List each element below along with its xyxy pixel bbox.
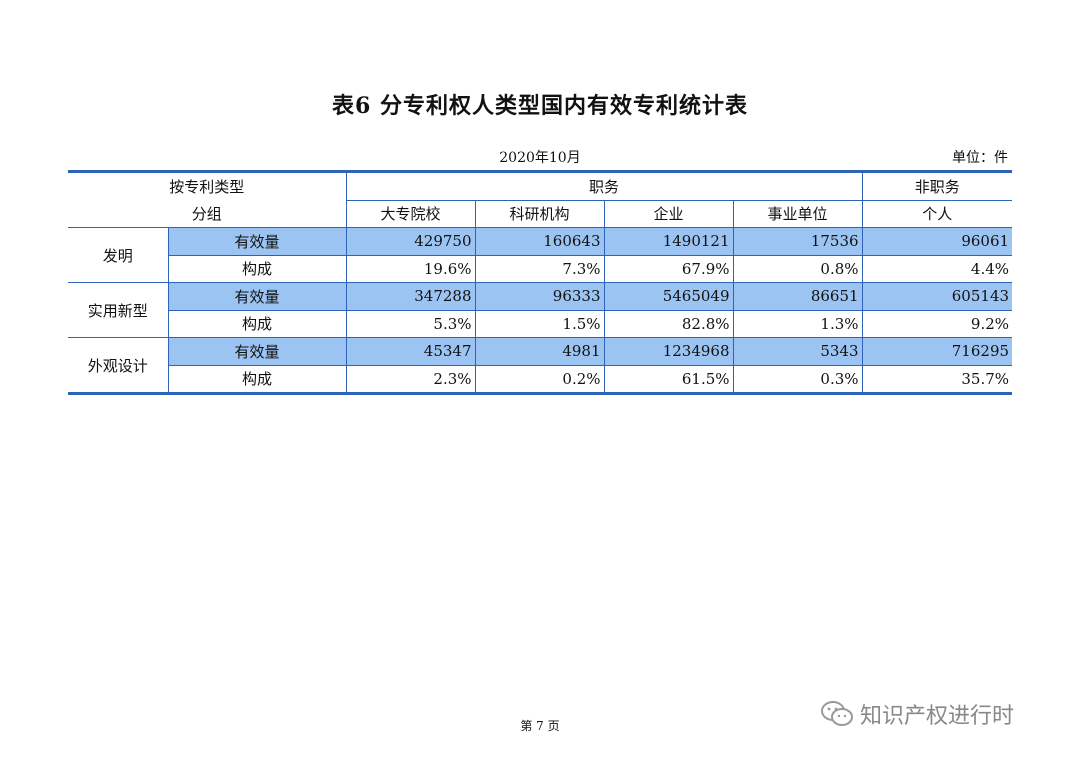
header-row-2: 分组 大专院校 科研机构 企业 事业单位 个人 <box>68 200 1013 228</box>
table-row: 外观设计 有效量 45347 4981 1234968 5343 716295 <box>68 337 1013 394</box>
patent-type-cell: 发明 <box>68 227 169 283</box>
col-header-university: 大专院校 <box>346 200 476 228</box>
count-cell: 86651 <box>733 282 863 311</box>
page-number: 第 7 页 <box>520 719 560 733</box>
count-cell: 605143 <box>862 282 1013 311</box>
count-label: 有效量 <box>168 282 347 311</box>
report-date: 2020年10月 <box>499 150 581 166</box>
header-group-label: 按专利类型 <box>68 171 347 200</box>
count-cell: 1234968 <box>604 337 734 366</box>
share-label: 构成 <box>168 310 347 338</box>
count-cell: 45347 <box>346 337 476 366</box>
patent-stats-table: 按专利类型 职务 非职务 分组 大专院校 科研机构 企业 事业单位 个人 发明有… <box>68 170 1013 395</box>
count-cell: 5465049 <box>604 282 734 311</box>
share-cell: 1.3% <box>733 310 863 338</box>
count-cell: 17536 <box>733 227 863 256</box>
share-cell: 1.5% <box>475 310 605 338</box>
patent-type-cell: 外观设计 <box>68 337 169 394</box>
header-service: 职务 <box>346 171 863 201</box>
table-row: 构成 19.6% 7.3% 67.9% 0.8% 4.4% <box>68 255 1013 283</box>
count-cell: 96333 <box>475 282 605 311</box>
share-cell: 5.3% <box>346 310 476 338</box>
count-cell: 4981 <box>475 337 605 366</box>
header-group-sub: 分组 <box>68 200 347 228</box>
table-row: 构成 2.3% 0.2% 61.5% 0.3% 35.7% <box>68 365 1013 394</box>
count-cell: 160643 <box>475 227 605 256</box>
header-non-service: 非职务 <box>862 171 1013 201</box>
table-title: 表6 分专利权人类型国内有效专利统计表 <box>332 93 748 119</box>
share-cell: 35.7% <box>862 365 1013 394</box>
share-cell: 82.8% <box>604 310 734 338</box>
col-header-research-institute: 科研机构 <box>475 200 605 228</box>
col-header-individual: 个人 <box>862 200 1013 228</box>
count-cell: 96061 <box>862 227 1013 256</box>
share-label: 构成 <box>168 365 347 394</box>
watermark: 知识产权进行时 <box>820 698 1014 730</box>
table-row: 实用新型 有效量 347288 96333 5465049 86651 605143 <box>68 282 1013 338</box>
patent-type-cell: 实用新型 <box>68 282 169 338</box>
col-header-public-institution: 事业单位 <box>733 200 863 228</box>
share-cell: 67.9% <box>604 255 734 283</box>
col-header-enterprise: 企业 <box>604 200 734 228</box>
share-cell: 7.3% <box>475 255 605 283</box>
count-label: 有效量 <box>168 337 347 366</box>
table-row: 构成 5.3% 1.5% 82.8% 1.3% 9.2% <box>68 310 1013 338</box>
count-cell: 347288 <box>346 282 476 311</box>
watermark-text: 知识产权进行时 <box>860 704 1015 729</box>
table-row: 发明 有效量 429750 160643 1490121 17536 96061 <box>68 227 1013 283</box>
share-cell: 0.2% <box>475 365 605 394</box>
share-cell: 2.3% <box>346 365 476 394</box>
share-cell: 4.4% <box>862 255 1013 283</box>
share-cell: 19.6% <box>346 255 476 283</box>
unit-label: 单位：件 <box>952 150 1008 166</box>
header-row-1: 按专利类型 职务 非职务 <box>68 171 1013 201</box>
count-cell: 1490121 <box>604 227 734 256</box>
share-cell: 0.8% <box>733 255 863 283</box>
count-cell: 429750 <box>346 227 476 256</box>
share-label: 构成 <box>168 255 347 283</box>
share-cell: 9.2% <box>862 310 1013 338</box>
count-cell: 5343 <box>733 337 863 366</box>
share-cell: 0.3% <box>733 365 863 394</box>
share-cell: 61.5% <box>604 365 734 394</box>
count-label: 有效量 <box>168 227 347 256</box>
count-cell: 716295 <box>862 337 1013 366</box>
wechat-icon <box>821 701 853 726</box>
